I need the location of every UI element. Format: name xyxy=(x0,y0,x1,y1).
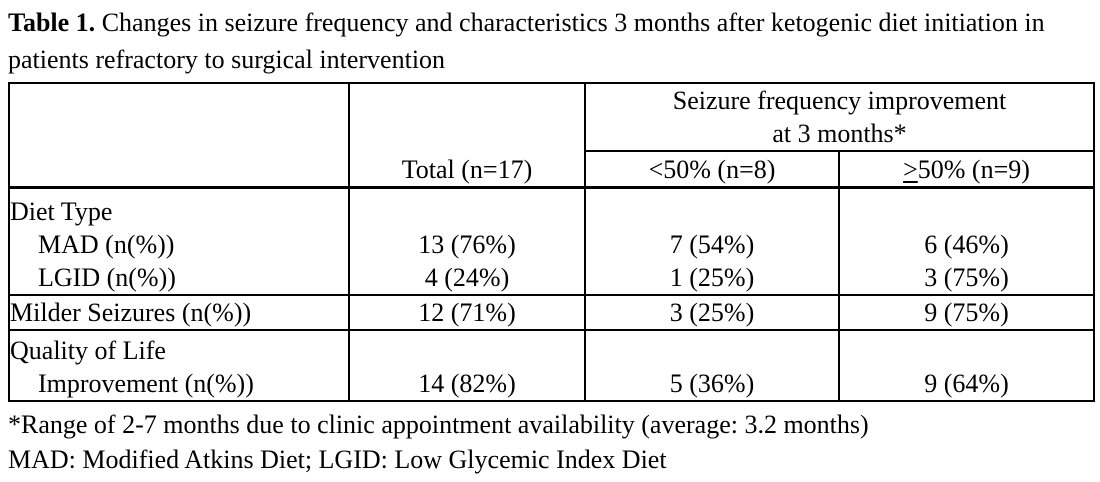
value-line: 6 (46%) xyxy=(924,230,1009,259)
row-label-line: Diet Type xyxy=(10,197,113,226)
table-footnotes: *Range of 2-7 months due to clinic appoi… xyxy=(8,407,1093,477)
value-line: 9 (75%) xyxy=(924,298,1009,327)
row-label-cell: Milder Seizures (n(%)) xyxy=(8,294,350,331)
value-line xyxy=(587,334,837,367)
row-label-line: Milder Seizures (n(%)) xyxy=(10,298,252,327)
value-line: 1 (25%) xyxy=(669,263,755,292)
header-ge50-rest: 50% (n=9) xyxy=(917,154,1030,184)
table-caption: Table 1. Changes in seizure frequency an… xyxy=(8,4,1094,78)
header-improvement-line2: at 3 months* xyxy=(772,119,907,148)
table-caption-label: Table 1. xyxy=(8,8,96,37)
table-caption-text: Changes in seizure frequency and charact… xyxy=(8,8,1045,74)
value-line: 3 (75%) xyxy=(924,263,1009,292)
lt50-value-cell: 3 (25%) xyxy=(584,294,840,331)
header-row-2: <50% (n=8) >50% (n=9) xyxy=(9,150,1095,188)
value-line: 5 (36%) xyxy=(669,369,755,398)
header-row-1: Total (n=17) Seizure frequency improveme… xyxy=(8,82,1095,188)
row-label-cell: Quality of Life Improvement (n(%)) xyxy=(8,329,350,402)
total-value-cell: 13 (76%) 4 (24%) xyxy=(348,185,586,296)
header-total-cell: Total (n=17) xyxy=(348,82,586,188)
table-row-diet-type: Diet Type MAD (n(%)) LGID (n(%)) 13 (76%… xyxy=(8,185,1095,296)
value-line: 4 (24%) xyxy=(424,263,510,292)
value-line xyxy=(351,334,583,367)
value-line: 14 (82%) xyxy=(418,369,516,398)
value-line xyxy=(587,195,837,228)
ge50-value-cell: 9 (64%) xyxy=(838,329,1095,402)
value-line: 12 (71%) xyxy=(418,298,516,327)
value-line: 9 (64%) xyxy=(924,369,1009,398)
header-improvement-cell: Seizure frequency improvement at 3 month… xyxy=(584,82,1095,152)
header-empty-cell xyxy=(8,82,350,188)
ge50-value-cell: 9 (75%) xyxy=(838,294,1095,331)
row-label-line: Improvement (n(%)) xyxy=(38,369,254,398)
table-row-milder-seizures: Milder Seizures (n(%)) 12 (71%) 3 (25%) … xyxy=(8,294,1095,331)
geq-symbol: > xyxy=(903,154,918,184)
header-total-label: Total (n=17) xyxy=(401,154,533,184)
header-lt50-cell: <50% (n=8) xyxy=(584,150,840,188)
value-line: 3 (25%) xyxy=(669,298,755,327)
value-line xyxy=(841,334,1092,367)
total-value-cell: 12 (71%) xyxy=(348,294,586,331)
row-label-cell: Diet Type MAD (n(%)) LGID (n(%)) xyxy=(8,185,350,296)
header-improvement-line1: Seizure frequency improvement xyxy=(672,86,1007,115)
header-ge50-cell: >50% (n=9) xyxy=(838,150,1095,188)
total-value-cell: 14 (82%) xyxy=(348,329,586,402)
value-line xyxy=(841,195,1092,228)
row-label-line: Quality of Life xyxy=(10,336,166,365)
footnote-range: *Range of 2-7 months due to clinic appoi… xyxy=(8,410,869,439)
header-lt50-label: <50% (n=8) xyxy=(648,154,776,184)
value-line xyxy=(351,195,583,228)
row-label-line: MAD (n(%)) xyxy=(38,230,175,259)
value-line: 7 (54%) xyxy=(669,230,755,259)
header-ge50-label: >50% (n=9) xyxy=(841,153,1092,185)
row-label-line: LGID (n(%)) xyxy=(38,263,176,292)
ge50-value-cell: 6 (46%) 3 (75%) xyxy=(838,185,1095,296)
seizure-frequency-table: Total (n=17) Seizure frequency improveme… xyxy=(8,82,1095,402)
lt50-value-cell: 5 (36%) xyxy=(584,329,840,402)
table-row-quality-of-life: Quality of Life Improvement (n(%)) 14 (8… xyxy=(8,329,1095,402)
value-line: 13 (76%) xyxy=(418,230,516,259)
lt50-value-cell: 7 (54%) 1 (25%) xyxy=(584,185,840,296)
footnote-abbreviations: MAD: Modified Atkins Diet; LGID: Low Gly… xyxy=(8,445,667,474)
